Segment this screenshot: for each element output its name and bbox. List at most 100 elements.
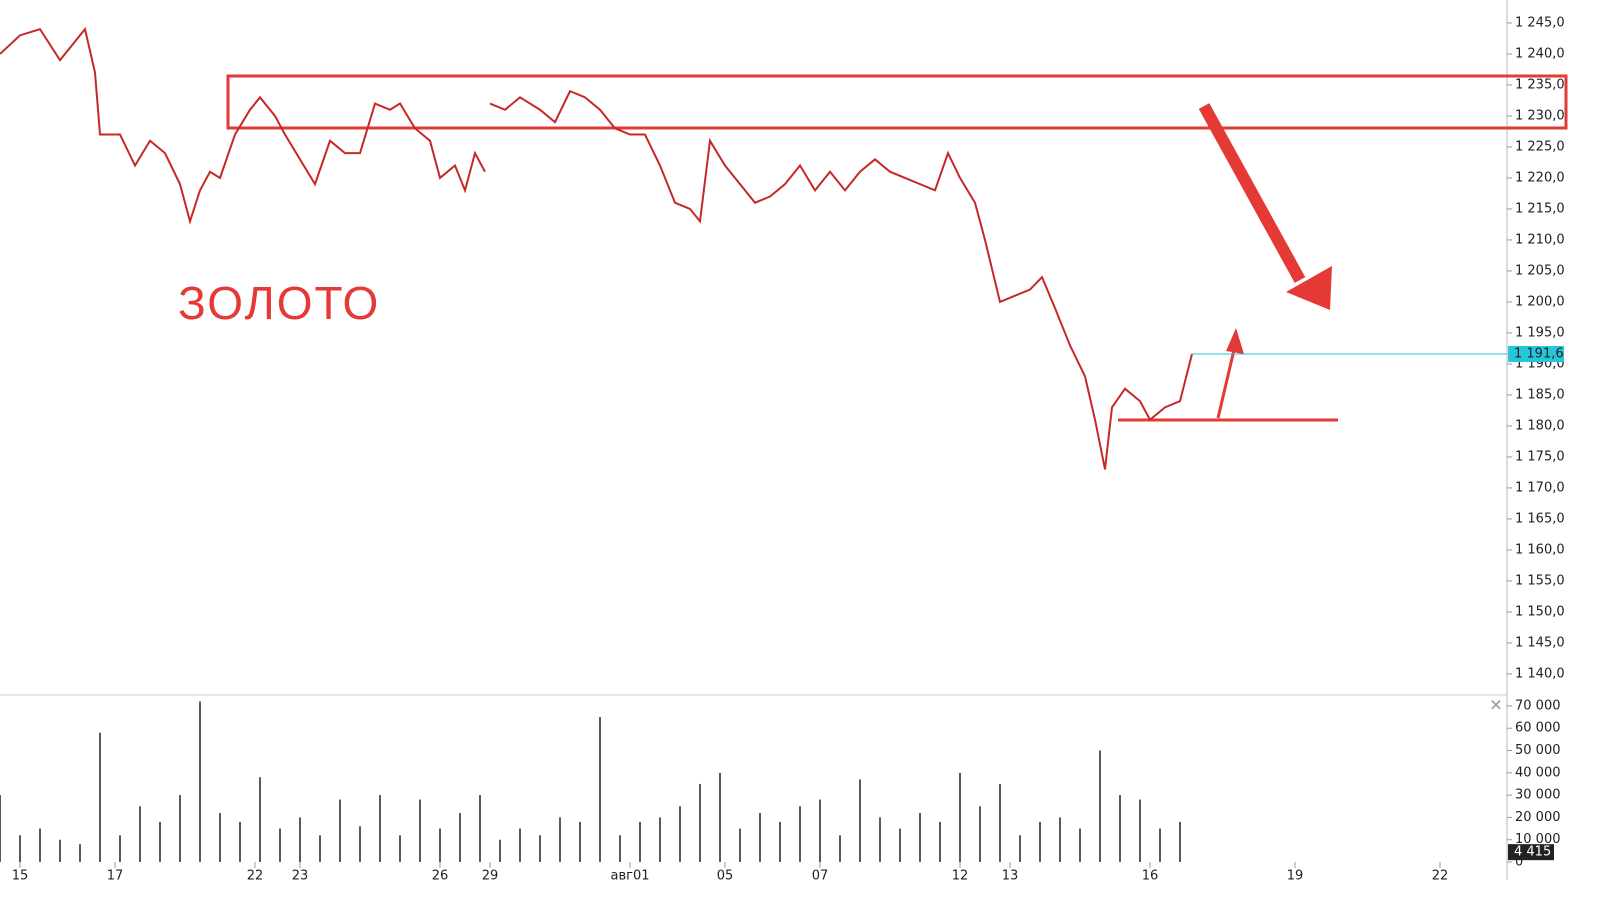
volume-bar (559, 817, 561, 862)
volume-bar (999, 783, 1001, 862)
volume-bar (479, 795, 481, 862)
volume-bar (499, 839, 501, 862)
volume-bar (959, 772, 961, 862)
volume-bar (739, 828, 741, 862)
x-tick-label: 22 (247, 869, 264, 884)
volume-bar (19, 835, 21, 862)
volume-bar (859, 779, 861, 862)
close-icon[interactable]: ✕ (1489, 696, 1502, 715)
volume-bar (299, 817, 301, 862)
volume-bar (519, 828, 521, 862)
volume-bar (659, 817, 661, 862)
volume-bar (219, 812, 221, 862)
y-tick-label: 1 180,0 (1515, 418, 1565, 433)
volume-bar (339, 799, 341, 862)
y-tick-label: 1 185,0 (1515, 387, 1565, 402)
y-tick-label: 70 000 (1515, 698, 1561, 713)
volume-bar (979, 806, 981, 862)
volume-bar (119, 835, 121, 862)
y-tick-label: 1 165,0 (1515, 511, 1565, 526)
volume-bar (719, 772, 721, 862)
x-tick-label: 22 (1432, 869, 1449, 884)
y-tick-label: 20 000 (1515, 810, 1561, 825)
chart-annotation: ЗОЛОТО (178, 277, 380, 329)
volume-bar (439, 828, 441, 862)
y-tick-label: 1 245,0 (1515, 15, 1565, 30)
x-tick-label: 29 (482, 869, 499, 884)
volume-bar (599, 717, 601, 862)
volume-bar (39, 828, 41, 862)
volume-bar (939, 821, 941, 862)
volume-bar (259, 777, 261, 862)
y-tick-label: 1 240,0 (1515, 46, 1565, 61)
volume-bar (639, 821, 641, 862)
volume-bar (179, 795, 181, 862)
volume-bar (1139, 799, 1141, 862)
y-tick-label: 1 155,0 (1515, 573, 1565, 588)
volume-bar (1119, 795, 1121, 862)
volume-bar (379, 795, 381, 862)
y-tick-label: 1 215,0 (1515, 201, 1565, 216)
x-tick-label: авг01 (611, 869, 650, 884)
y-tick-label: 1 175,0 (1515, 449, 1565, 464)
x-tick-label: 23 (292, 869, 309, 884)
volume-bar (879, 817, 881, 862)
volume-bar (139, 806, 141, 862)
y-tick-label: 1 230,0 (1515, 108, 1565, 123)
x-tick-label: 16 (1142, 869, 1159, 884)
y-tick-label: 1 140,0 (1515, 666, 1565, 681)
volume-bar (779, 821, 781, 862)
x-tick-label: 07 (812, 869, 829, 884)
volume-bar (399, 835, 401, 862)
y-tick-label: 1 145,0 (1515, 635, 1565, 650)
volume-bar (919, 812, 921, 862)
volume-bar (579, 821, 581, 862)
volume-bar (1079, 828, 1081, 862)
volume-bar (799, 806, 801, 862)
x-tick-label: 12 (952, 869, 969, 884)
volume-bar (1179, 821, 1181, 862)
volume-bar (1059, 817, 1061, 862)
y-tick-label: 0 (1515, 855, 1523, 870)
volume-bar (239, 821, 241, 862)
last-volume-label: 4 415 (1514, 845, 1551, 860)
y-tick-label: 40 000 (1515, 765, 1561, 780)
x-tick-label: 13 (1002, 869, 1019, 884)
y-tick-label: 10 000 (1515, 832, 1561, 847)
volume-bar (1019, 835, 1021, 862)
volume-bar (319, 835, 321, 862)
y-tick-label: 60 000 (1515, 721, 1561, 736)
volume-bar (1039, 821, 1041, 862)
y-tick-label: 1 170,0 (1515, 480, 1565, 495)
x-tick-label: 26 (432, 869, 449, 884)
down-arrow-head (1286, 266, 1332, 310)
last-volume-box (1508, 844, 1554, 861)
x-tick-label: 17 (107, 869, 124, 884)
y-tick-label: 30 000 (1515, 788, 1561, 803)
up-arrow-head (1226, 328, 1244, 354)
volume-bar (359, 826, 361, 862)
y-tick-label: 50 000 (1515, 743, 1561, 758)
volume-bar (699, 783, 701, 862)
volume-bar (759, 812, 761, 862)
volume-bar (79, 844, 81, 862)
y-tick-label: 1 235,0 (1515, 77, 1565, 92)
volume-bar (199, 701, 201, 862)
volume-bar (1159, 828, 1161, 862)
x-tick-label: 15 (12, 869, 29, 884)
volume-bar (459, 812, 461, 862)
volume-bar (279, 828, 281, 862)
up-arrow (1216, 349, 1236, 419)
volume-bar (159, 821, 161, 862)
y-tick-label: 1 200,0 (1515, 294, 1565, 309)
x-tick-label: 19 (1287, 869, 1304, 884)
y-tick-label: 1 220,0 (1515, 170, 1565, 185)
y-tick-label: 1 160,0 (1515, 542, 1565, 557)
y-tick-label: 1 210,0 (1515, 232, 1565, 247)
volume-bar (819, 799, 821, 862)
y-tick-label: 1 195,0 (1515, 325, 1565, 340)
y-tick-label: 1 225,0 (1515, 139, 1565, 154)
volume-bar (59, 839, 61, 862)
y-tick-label: 1 150,0 (1515, 604, 1565, 619)
